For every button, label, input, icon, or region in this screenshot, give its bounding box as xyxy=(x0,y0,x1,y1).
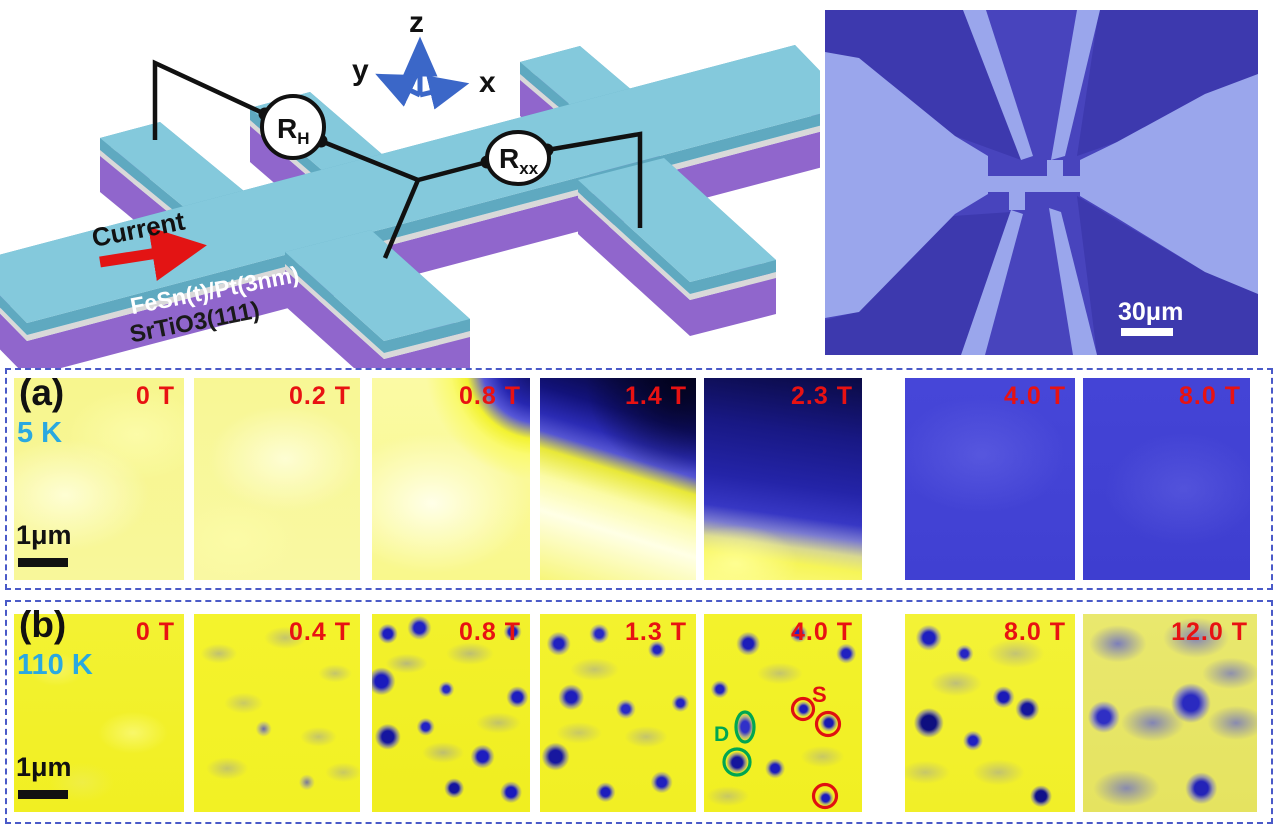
y-axis-arrow xyxy=(375,73,422,107)
lower-left-probe xyxy=(961,210,1023,355)
top-probe-stub xyxy=(1047,160,1063,177)
mfm-image-a-8.0T: 8.0 T xyxy=(1083,378,1250,580)
hall-bar-channel xyxy=(988,176,1080,192)
micrograph-scale-text: 30μm xyxy=(1118,298,1183,326)
hall-wire xyxy=(152,59,266,140)
field-label: 0 T xyxy=(135,382,175,410)
micrograph-scale-bar xyxy=(1121,328,1173,336)
device-face xyxy=(384,331,470,359)
mfm-image-a-0.2T: 0.2 T xyxy=(194,378,360,580)
panel-b: (b) 110 K 1μm 0 T 0.4 T 0.8 T 1.3 T 4.0 … xyxy=(5,600,1273,824)
x-axis-arrow xyxy=(419,75,470,110)
y-axis-label: y xyxy=(352,54,369,87)
mfm-image-a-0T: 0 T xyxy=(14,378,184,580)
panel-b-letter: (b) xyxy=(19,604,67,645)
longitudinal-resistance-meter: Rxx xyxy=(485,130,551,186)
field-label: 0.2 T xyxy=(289,382,351,410)
panel-a-scale-bar xyxy=(18,558,68,567)
red-circle-annotation xyxy=(790,696,816,722)
mfm-image-a-1.4T: 1.4 T xyxy=(540,378,696,580)
field-label: 1.3 T xyxy=(625,618,687,646)
hall-meter-label: RH xyxy=(277,113,310,148)
device-face xyxy=(690,272,776,300)
panel-a-letter: (a) xyxy=(19,372,65,413)
device-face xyxy=(578,198,690,336)
measurement-wires xyxy=(152,59,643,259)
device-face xyxy=(690,278,776,336)
device-face xyxy=(0,313,27,368)
skyrmion-label: S xyxy=(812,682,827,707)
device-face xyxy=(578,192,690,300)
electrode-pads xyxy=(825,10,1258,355)
z-axis-label: z xyxy=(409,6,424,39)
lower-right-probe xyxy=(1049,208,1097,355)
device-face xyxy=(0,307,27,341)
device-face xyxy=(100,122,250,212)
device-face xyxy=(285,252,384,353)
panel-a-scale-text: 1μm xyxy=(16,520,72,550)
red-circle-annotation xyxy=(811,782,839,810)
field-label: 8.0 T xyxy=(1179,382,1241,410)
top-section: RH Rxx z y x Current FeSn(t)/Pt(3nm) SrT… xyxy=(0,0,1280,368)
field-label: 0.4 T xyxy=(289,618,351,646)
bottom-probe-stub xyxy=(1009,191,1025,210)
upper-right-probe xyxy=(1051,10,1100,160)
field-label: 4.0 T xyxy=(791,618,853,646)
left-pad xyxy=(825,52,988,318)
field-label: 0.8 T xyxy=(459,382,521,410)
panel-b-scale-bar xyxy=(18,790,68,799)
mfm-image-b-0.4T: 0.4 T xyxy=(194,614,360,812)
field-label: 8.0 T xyxy=(1004,618,1066,646)
field-label: 12.0 T xyxy=(1171,618,1248,646)
field-label: 2.3 T xyxy=(791,382,853,410)
mfm-image-a-2.3T: 2.3 T xyxy=(704,378,862,580)
device-schematic-3d: RH Rxx z y x Current FeSn(t)/Pt(3nm) SrT… xyxy=(0,6,820,368)
domain-label: D xyxy=(714,723,729,746)
device-face xyxy=(285,264,384,359)
panel-b-temperature: 110 K xyxy=(17,649,93,681)
substrate-dark-regions xyxy=(825,10,1258,355)
device-face xyxy=(285,270,384,368)
device-face xyxy=(100,150,190,230)
field-label: 4.0 T xyxy=(1004,382,1066,410)
mfm-image-a-4.0T: 4.0 T xyxy=(905,378,1075,580)
right-pad xyxy=(1080,74,1258,294)
optical-micrograph: 30μm xyxy=(825,10,1258,355)
panel-b-scale-text: 1μm xyxy=(16,752,72,782)
longitudinal-meter-label: Rxx xyxy=(499,143,539,178)
mfm-image-b-1.3T: 1.3 T xyxy=(540,614,696,812)
field-label: 0.8 T xyxy=(459,618,521,646)
mfm-image-b-0T: 0 T xyxy=(14,614,184,812)
device-face xyxy=(384,337,470,368)
green-ellipse-annotation xyxy=(734,710,756,744)
device-face xyxy=(384,319,470,353)
green-circle-annotation xyxy=(722,747,752,777)
red-circle-annotation xyxy=(814,710,842,738)
current-arrow xyxy=(99,226,207,281)
device-face xyxy=(0,295,27,335)
mfm-image-a-0.8T: 0.8 T xyxy=(372,378,530,580)
device-face xyxy=(578,180,690,294)
device-face xyxy=(690,260,776,294)
mfm-image-b-0.8T: 0.8 T xyxy=(372,614,530,812)
panel-a-temperature: 5 K xyxy=(17,417,63,449)
hall-resistance-meter: RH xyxy=(260,94,326,160)
field-label: 0 T xyxy=(135,618,175,646)
device-face xyxy=(285,230,470,341)
coordinate-axes xyxy=(375,36,470,110)
longitudinal-wire xyxy=(546,131,643,228)
upper-left-probe xyxy=(963,10,1033,160)
axis-labels: z y x xyxy=(352,6,496,99)
panel-a: (a) 5 K 1μm 0 T 0.2 T 0.8 T 1.4 T 2.3 T … xyxy=(5,368,1273,590)
x-axis-label: x xyxy=(479,66,496,99)
mfm-image-b-8.0T: 8.0 T xyxy=(905,614,1075,812)
field-label: 1.4 T xyxy=(625,382,687,410)
junction-down-wire xyxy=(382,179,421,259)
device-face xyxy=(578,158,776,282)
domain-skyrmion-annotations: D S xyxy=(714,682,842,810)
device-face xyxy=(100,138,190,224)
mfm-image-b-4.0T: 4.0 T D S xyxy=(704,614,862,812)
hall-bar-device xyxy=(0,45,820,368)
mfm-image-b-12.0T: 12.0 T xyxy=(1083,614,1257,812)
